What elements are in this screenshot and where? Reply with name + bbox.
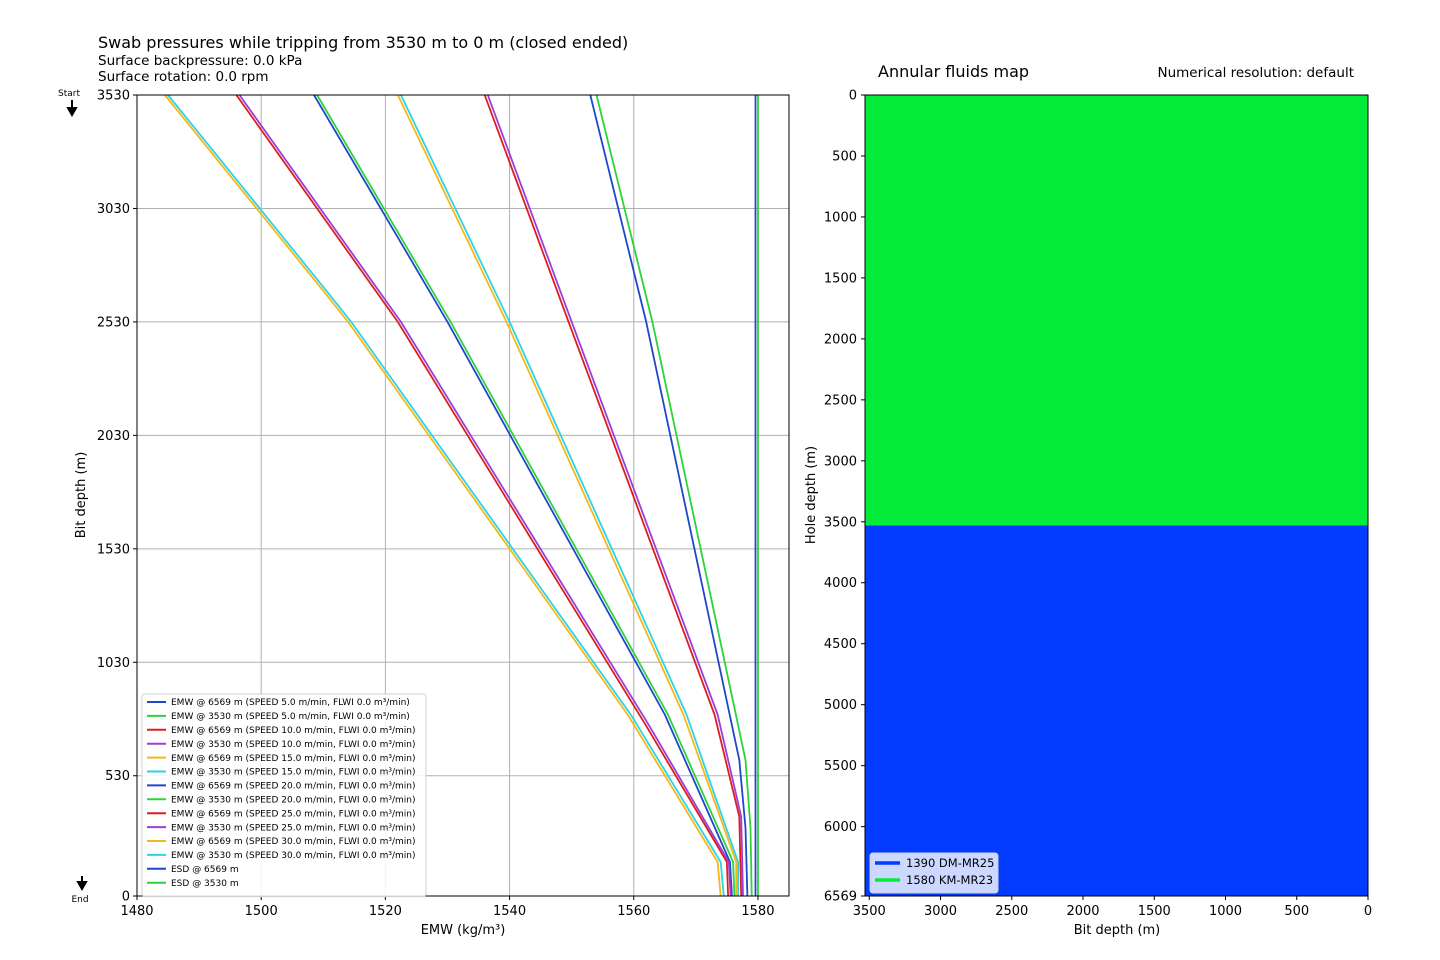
right-legend-box <box>869 852 999 894</box>
left-y-axis-label: Bit depth (m) <box>74 452 89 539</box>
left-chart-subtitle-2: Surface rotation: 0.0 rpm <box>98 69 269 85</box>
left-chart-title: Swab pressures while tripping from 3530 … <box>98 33 628 52</box>
left-legend-label: EMW @ 3530 m (SPEED 30.0 m/min, FLWI 0.0… <box>171 851 416 861</box>
right-x-tick-label: 2500 <box>995 904 1028 919</box>
right-y-ticks: 0 500 1000 1500 2000 2500 3000 3500 4000 4500 5000… <box>824 89 865 905</box>
right-plot-frame <box>864 94 1369 897</box>
right-x-tick-label: 0 <box>1364 904 1372 919</box>
right-chart-note: Numerical resolution: default <box>1157 65 1354 81</box>
right-y-tick-label: 2500 <box>824 393 857 408</box>
series-line-7 <box>313 94 733 897</box>
left-legend-label: ESD @ 3530 m <box>171 879 239 889</box>
right-y-tick-label: 1000 <box>824 210 857 225</box>
left-legend-label: EMW @ 3530 m (SPEED 15.0 m/min, FLWI 0.0… <box>171 768 416 778</box>
left-series-lines <box>164 94 759 897</box>
right-chart-title: Annular fluids map <box>878 62 1029 81</box>
series-line-11 <box>164 94 722 897</box>
series-line-6 <box>400 94 739 896</box>
swab-pressure-chart: Swab pressures while tripping from 3530 … <box>58 33 790 938</box>
right-x-tick-label: 3000 <box>924 904 957 919</box>
series-line-10 <box>238 94 732 897</box>
left-x-axis-label: EMW (kg/m³) <box>421 923 506 938</box>
left-x-tick-label: 1480 <box>120 904 153 919</box>
left-y-ticks: 3530 3030 2530 2030 1530 1030 530 0 <box>97 89 137 905</box>
right-x-tick-label: 1500 <box>1138 904 1171 919</box>
series-line-12 <box>167 94 725 897</box>
left-y-tick-label: 3530 <box>97 89 130 104</box>
left-x-tick-label: 1560 <box>617 904 650 919</box>
right-y-tick-label: 4000 <box>824 576 857 591</box>
left-x-ticks: 1480 1500 1520 1540 1560 1580 <box>120 896 774 919</box>
series-line-3 <box>483 94 743 897</box>
right-y-tick-label: 6569 <box>824 890 857 905</box>
right-x-axis-label: Bit depth (m) <box>1074 923 1161 938</box>
left-y-tick-label: 530 <box>105 769 130 784</box>
left-legend-label: EMW @ 6569 m (SPEED 20.0 m/min, FLWI 0.0… <box>171 782 416 792</box>
fluid-region-1 <box>865 95 1368 526</box>
right-y-tick-label: 500 <box>832 149 857 164</box>
start-arrow-icon <box>66 100 78 118</box>
series-line-8 <box>316 94 736 897</box>
left-x-tick-label: 1580 <box>741 904 774 919</box>
left-y-tick-label: 3030 <box>97 202 130 217</box>
right-y-tick-label: 1500 <box>824 271 857 286</box>
left-legend-label: ESD @ 6569 m <box>171 865 239 875</box>
left-x-tick-label: 1540 <box>493 904 526 919</box>
start-label: Start <box>58 89 80 99</box>
right-y-tick-label: 3500 <box>824 515 857 530</box>
right-legend-label: 1580 KM-MR23 <box>906 873 993 887</box>
right-y-tick-label: 3000 <box>824 454 857 469</box>
left-legend-label: EMW @ 6569 m (SPEED 15.0 m/min, FLWI 0.0… <box>171 754 416 764</box>
end-label: End <box>71 895 88 905</box>
series-line-1 <box>589 94 749 897</box>
right-y-tick-label: 5000 <box>824 698 857 713</box>
left-y-tick-label: 0 <box>122 890 130 905</box>
fluid-region-2 <box>865 525 1368 896</box>
right-y-tick-label: 2000 <box>824 332 857 347</box>
right-y-tick-label: 5500 <box>824 759 857 774</box>
left-x-tick-label: 1520 <box>369 904 402 919</box>
left-legend-label: EMW @ 3530 m (SPEED 5.0 m/min, FLWI 0.0 … <box>171 712 410 722</box>
series-line-4 <box>486 94 744 897</box>
right-legend: 1390 DM-MR25 1580 KM-MR23 <box>869 852 999 894</box>
start-marker: Start <box>58 89 80 118</box>
right-x-tick-label: 2000 <box>1066 904 1099 919</box>
left-y-tick-label: 1030 <box>97 656 130 671</box>
left-legend-label: EMW @ 6569 m (SPEED 25.0 m/min, FLWI 0.0… <box>171 809 416 819</box>
right-legend-label: 1390 DM-MR25 <box>906 856 994 870</box>
left-legend-label: EMW @ 6569 m (SPEED 10.0 m/min, FLWI 0.0… <box>171 726 416 736</box>
left-legend-box <box>141 693 427 898</box>
right-y-tick-label: 4500 <box>824 637 857 652</box>
left-y-tick-label: 2530 <box>97 315 130 330</box>
right-x-tick-label: 1000 <box>1209 904 1242 919</box>
right-y-tick-label: 6000 <box>824 820 857 835</box>
left-legend-label: EMW @ 3530 m (SPEED 25.0 m/min, FLWI 0.0… <box>171 823 416 833</box>
right-y-axis-label: Hole depth (m) <box>804 446 819 544</box>
right-fluid-regions <box>865 95 1368 896</box>
right-x-tick-label: 3500 <box>853 904 886 919</box>
series-line-9 <box>235 94 729 897</box>
series-line-2 <box>595 94 753 897</box>
left-legend-label: EMW @ 3530 m (SPEED 20.0 m/min, FLWI 0.0… <box>171 796 416 806</box>
left-plot-frame <box>136 94 790 897</box>
left-y-tick-label: 2030 <box>97 429 130 444</box>
end-marker: End <box>71 876 89 905</box>
left-y-tick-label: 1530 <box>97 542 130 557</box>
left-x-tick-label: 1500 <box>245 904 278 919</box>
left-legend-label: EMW @ 3530 m (SPEED 10.0 m/min, FLWI 0.0… <box>171 740 416 750</box>
annular-fluids-map: Annular fluids map Numerical resolution:… <box>804 62 1372 938</box>
left-legend-label: EMW @ 6569 m (SPEED 30.0 m/min, FLWI 0.0… <box>171 837 416 847</box>
left-legend: EMW @ 6569 m (SPEED 5.0 m/min, FLWI 0.0 … <box>141 693 427 898</box>
left-legend-label: EMW @ 6569 m (SPEED 5.0 m/min, FLWI 0.0 … <box>171 698 410 708</box>
end-arrow-icon <box>76 876 88 892</box>
series-line-5 <box>396 94 738 896</box>
left-chart-subtitle-1: Surface backpressure: 0.0 kPa <box>98 53 302 69</box>
right-y-tick-label: 0 <box>849 89 857 104</box>
right-x-tick-label: 500 <box>1284 904 1309 919</box>
right-x-ticks: 3500 3000 2500 2000 1500 1000 500 0 <box>853 896 1372 919</box>
